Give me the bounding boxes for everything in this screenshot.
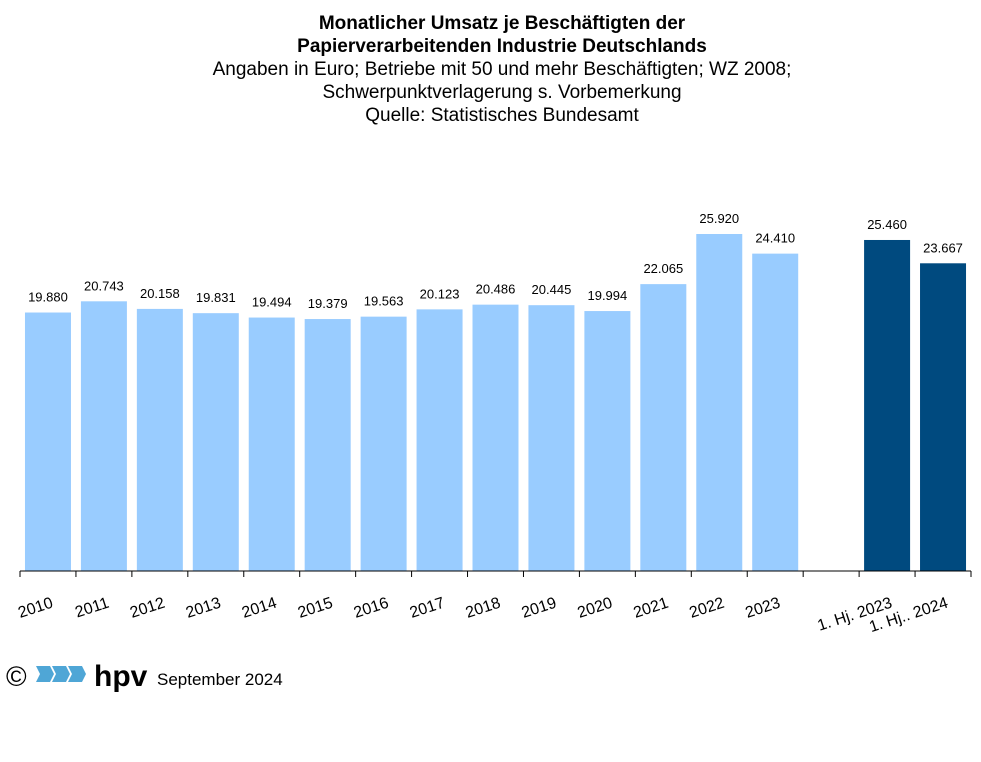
data-label: 19.494 [252, 295, 292, 310]
data-label: 19.379 [308, 296, 348, 311]
value-labels-group: 19.880 20.743 20.158 19.831 19.494 19.379 19.5… [28, 211, 963, 311]
bar-2011 [80, 301, 127, 571]
bar-2019 [528, 305, 575, 571]
copyright-symbol: © [6, 661, 27, 692]
bar-2010 [24, 312, 71, 571]
x-axis-ticks-group [19, 571, 972, 577]
chart-source-line: Quelle: Statistisches Bundesamt [365, 105, 639, 126]
bar-2012 [136, 308, 183, 571]
bar-2023 [752, 253, 799, 571]
category-label: 2021 [631, 595, 670, 622]
data-label: 20.445 [532, 282, 572, 297]
chart-subtitle-line-2: Schwerpunktverlagerung s. Vorbemerkung [322, 82, 682, 103]
category-label: 2023 [743, 595, 782, 622]
bar-2015 [304, 319, 351, 571]
chart-title-line-1: Monatlicher Umsatz je Beschäftigten der [318, 13, 686, 34]
bar-2020 [584, 311, 631, 571]
data-label: 25.460 [867, 217, 907, 232]
bars-group [24, 234, 967, 571]
data-label: 19.563 [364, 294, 404, 309]
category-label: 2017 [408, 595, 447, 622]
category-label: 2018 [464, 595, 503, 622]
category-label: 2019 [520, 595, 559, 622]
category-labels-group: 2010 2011 2012 2013 2014 2015 2016 2017 2018 2019… [16, 595, 950, 636]
hpv-logo-icon: hpv [36, 662, 148, 693]
bar-2014 [248, 317, 295, 571]
data-label: 24.410 [755, 231, 795, 246]
bar-2013 [192, 313, 239, 571]
category-label: 2015 [296, 595, 335, 622]
footer-date: September 2024 [157, 670, 283, 689]
category-label: 2013 [184, 595, 223, 622]
bar-chart: 19.880 20.743 20.158 19.831 19.494 19.379 19.5… [16, 211, 972, 636]
data-label: 23.667 [923, 240, 963, 255]
category-label: 2022 [687, 595, 726, 622]
bar-2016 [360, 316, 407, 571]
category-label: 2011 [73, 595, 111, 622]
data-label: 20.486 [476, 282, 516, 297]
bar-2021 [640, 284, 687, 571]
bar-1-hj-2023 [864, 239, 911, 571]
category-label: 2020 [576, 595, 615, 622]
bar-2022 [696, 234, 743, 571]
data-label: 19.880 [28, 290, 68, 305]
category-label: 2014 [240, 595, 279, 622]
data-label: 25.920 [699, 211, 739, 226]
chart-subtitle-line-1: Angaben in Euro; Betriebe mit 50 und meh… [212, 59, 792, 80]
hpv-logo-text: hpv [94, 662, 148, 693]
bar-1-hj-2024 [920, 263, 967, 571]
chart-titles: Monatlicher Umsatz je Beschäftigten der … [0, 12, 981, 127]
data-label: 20.158 [140, 286, 180, 301]
data-label: 20.123 [420, 286, 460, 301]
chart-title-line-2: Papierverarbeitenden Industrie Deutschla… [297, 36, 707, 57]
category-label: 2010 [16, 595, 55, 622]
data-label: 20.743 [84, 278, 124, 293]
bar-2018 [472, 304, 519, 571]
data-label: 22.065 [643, 261, 683, 276]
data-label: 19.831 [196, 290, 236, 305]
data-label: 19.994 [587, 288, 627, 303]
category-label: 2012 [128, 595, 167, 622]
category-label: 2016 [352, 595, 391, 622]
bar-2017 [416, 309, 463, 571]
